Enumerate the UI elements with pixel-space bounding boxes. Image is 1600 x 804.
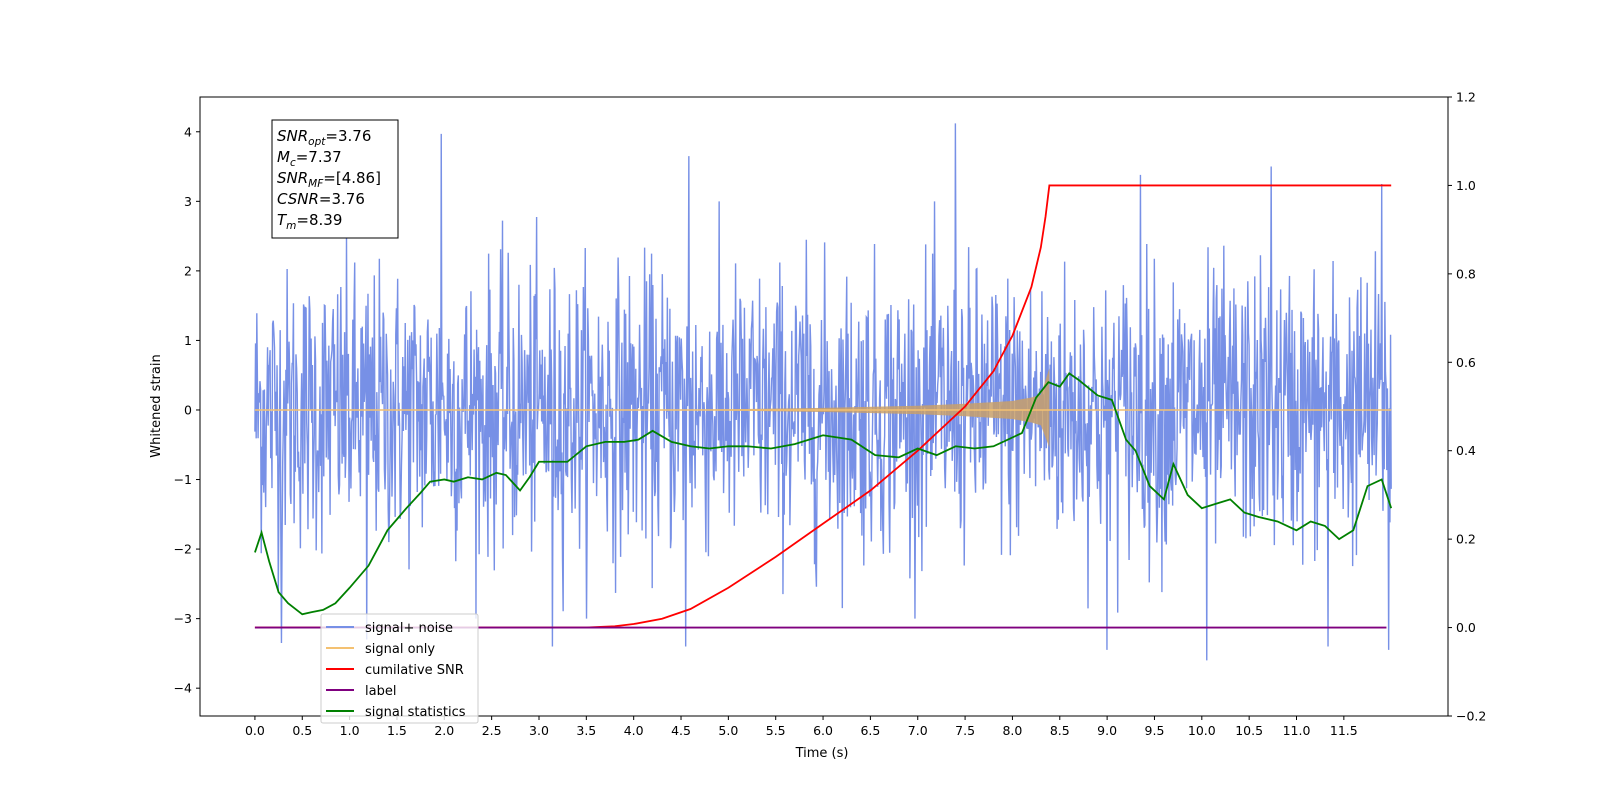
right-y-axis: −0.2 0.0 0.2 0.4 0.6 0.8 1.0 1.2 bbox=[1448, 90, 1486, 724]
series-signal-statistics-line bbox=[254, 372, 1393, 616]
series-signal-only-envelope bbox=[633, 368, 1050, 448]
y-tick-label: −4 bbox=[174, 681, 192, 696]
annotation-frame bbox=[271, 119, 399, 239]
y-tick-label: 1 bbox=[184, 333, 192, 348]
x-tick-label: 4.0 bbox=[624, 723, 644, 738]
legend-label: label bbox=[365, 684, 396, 699]
y-tick-label: −1 bbox=[174, 472, 192, 487]
x-tick-label: 9.5 bbox=[1145, 723, 1165, 738]
x-tick-label: 5.5 bbox=[766, 723, 786, 738]
x-tick-label: 0.0 bbox=[245, 723, 265, 738]
legend-label: signal+ noise bbox=[365, 621, 453, 636]
y2-tick-label: 0.6 bbox=[1456, 355, 1476, 370]
annotation-line: SNRopt=3.76 bbox=[277, 127, 371, 148]
y2-tick-label: 0.8 bbox=[1456, 266, 1476, 281]
y-axis-label: Whitened strain bbox=[149, 354, 164, 457]
annotation-line: Tm=8.39 bbox=[277, 211, 342, 232]
y-tick-label: −2 bbox=[174, 542, 192, 557]
x-tick-label: 11.0 bbox=[1283, 723, 1311, 738]
x-tick-label: 6.0 bbox=[813, 723, 833, 738]
x-tick-label: 3.0 bbox=[529, 723, 549, 738]
y2-tick-label: 1.0 bbox=[1456, 178, 1476, 193]
left-y-axis: −4 −3 −2 −1 0 1 2 3 4 bbox=[174, 124, 200, 696]
x-tick-label: 1.0 bbox=[340, 723, 360, 738]
series-cumilative-snr bbox=[254, 184, 1392, 629]
series-signal-only bbox=[254, 368, 1392, 448]
x-axis-label: Time (s) bbox=[795, 746, 849, 761]
x-tick-label: 5.0 bbox=[718, 723, 738, 738]
x-tick-label: 8.0 bbox=[1002, 723, 1022, 738]
x-tick-label: 0.5 bbox=[292, 723, 312, 738]
series-signal-noise-line bbox=[254, 123, 1392, 661]
x-tick-label: 2.0 bbox=[434, 723, 454, 738]
y-tick-label: 3 bbox=[184, 194, 192, 209]
y2-tick-label: 0.4 bbox=[1456, 443, 1476, 458]
x-tick-label: 4.5 bbox=[671, 723, 691, 738]
legend-label: cumilative SNR bbox=[365, 663, 464, 678]
series-cumilative-snr-line bbox=[254, 184, 1392, 629]
x-tick-label: 2.5 bbox=[482, 723, 502, 738]
legend: signal+ noise signal only cumilative SNR la… bbox=[320, 613, 479, 724]
annotation-line: CSNR=3.76 bbox=[277, 190, 365, 208]
x-axis: 0.0 0.5 1.0 1.5 2.0 2.5 3.0 3.5 4.0 4.5 5.0 5.5 6.0 6… bbox=[245, 716, 1358, 738]
legend-label: signal only bbox=[365, 642, 435, 657]
legend-frame bbox=[320, 613, 479, 724]
y-tick-label: 2 bbox=[184, 263, 192, 278]
annotation-line: Mc=7.37 bbox=[277, 148, 342, 169]
y-tick-label: −3 bbox=[174, 611, 192, 626]
x-tick-label: 3.5 bbox=[576, 723, 596, 738]
y2-tick-label: 1.2 bbox=[1456, 90, 1476, 105]
y2-tick-label: −0.2 bbox=[1456, 709, 1486, 724]
x-tick-label: 9.0 bbox=[1097, 723, 1117, 738]
series-signal-statistics bbox=[254, 372, 1393, 616]
legend-label: signal statistics bbox=[365, 705, 466, 720]
x-tick-label: 10.0 bbox=[1188, 723, 1216, 738]
y2-tick-label: 0.0 bbox=[1456, 620, 1476, 635]
axes-frame bbox=[199, 96, 1449, 717]
series-signal-noise bbox=[254, 123, 1392, 661]
x-tick-label: 7.5 bbox=[955, 723, 975, 738]
x-tick-label: 8.5 bbox=[1050, 723, 1070, 738]
x-tick-label: 11.5 bbox=[1330, 723, 1358, 738]
y2-tick-label: 0.2 bbox=[1456, 532, 1476, 547]
x-tick-label: 10.5 bbox=[1235, 723, 1263, 738]
y-tick-label: 0 bbox=[184, 402, 192, 417]
x-tick-label: 6.5 bbox=[860, 723, 880, 738]
x-tick-label: 7.0 bbox=[908, 723, 928, 738]
y-tick-label: 4 bbox=[184, 124, 192, 139]
annotation-line: SNRMF=[4.86] bbox=[277, 169, 381, 190]
x-tick-label: 1.5 bbox=[387, 723, 407, 738]
